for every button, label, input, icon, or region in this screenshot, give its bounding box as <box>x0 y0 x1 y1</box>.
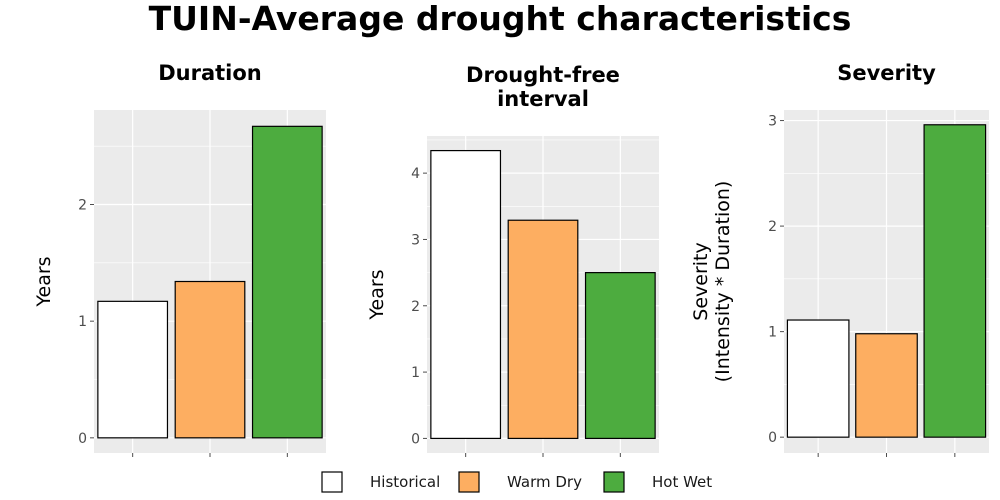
legend-item-historical: Historical <box>321 471 440 493</box>
y-axis-label: Severity <box>690 242 712 320</box>
y-tick-label: 2 <box>78 198 87 214</box>
y-tick-label: 3 <box>411 232 420 248</box>
bar-historical <box>430 149 502 440</box>
bar-hot-wet <box>923 124 987 438</box>
panel-title: interval <box>497 87 589 111</box>
legend-swatch <box>458 471 480 493</box>
y-axis-label: Years <box>33 256 55 307</box>
y-tick-label: 1 <box>768 325 777 341</box>
y-axis-label: (Intensity * Duration) <box>712 181 734 383</box>
legend: Historical Warm Dry Hot Wet <box>321 471 712 493</box>
panel-title: Drought-free <box>466 63 620 87</box>
y-tick-label: 0 <box>78 431 87 447</box>
figure-title: TUIN-Average drought characteristics <box>149 0 852 38</box>
panel-title: Duration <box>158 61 262 85</box>
bar-hot-wet <box>584 272 656 440</box>
y-tick-label: 0 <box>768 430 777 446</box>
bar-warm-dry <box>507 219 579 440</box>
legend-swatch <box>321 471 343 493</box>
legend-label: Hot Wet <box>652 473 712 491</box>
y-tick-label: 4 <box>411 166 420 182</box>
chart-panels: 0 1 2 Duration Years 0 1 2 3 4 Drought-freeinterva… <box>33 61 989 457</box>
bar-historical <box>786 319 850 438</box>
y-tick-label: 1 <box>411 365 420 381</box>
bar-warm-dry <box>174 280 246 439</box>
bar-warm-dry <box>855 333 918 438</box>
legend-label: Historical <box>370 473 440 491</box>
y-axis-label: Years <box>366 269 388 320</box>
legend-label: Warm Dry <box>507 473 582 491</box>
chart-panel-1: 0 1 2 Duration Years <box>33 61 326 457</box>
legend-swatch <box>603 471 625 493</box>
legend-item-warm-dry: Warm Dry <box>458 471 582 493</box>
panel-title: Severity <box>837 61 936 85</box>
bar-historical <box>97 300 169 439</box>
y-tick-label: 0 <box>411 431 420 447</box>
y-tick-label: 3 <box>768 114 777 130</box>
bar-hot-wet <box>251 125 323 439</box>
y-tick-label: 2 <box>768 219 777 235</box>
legend-item-hot-wet: Hot Wet <box>603 471 712 493</box>
y-tick-label: 2 <box>411 299 420 315</box>
y-tick-label: 1 <box>78 314 87 330</box>
